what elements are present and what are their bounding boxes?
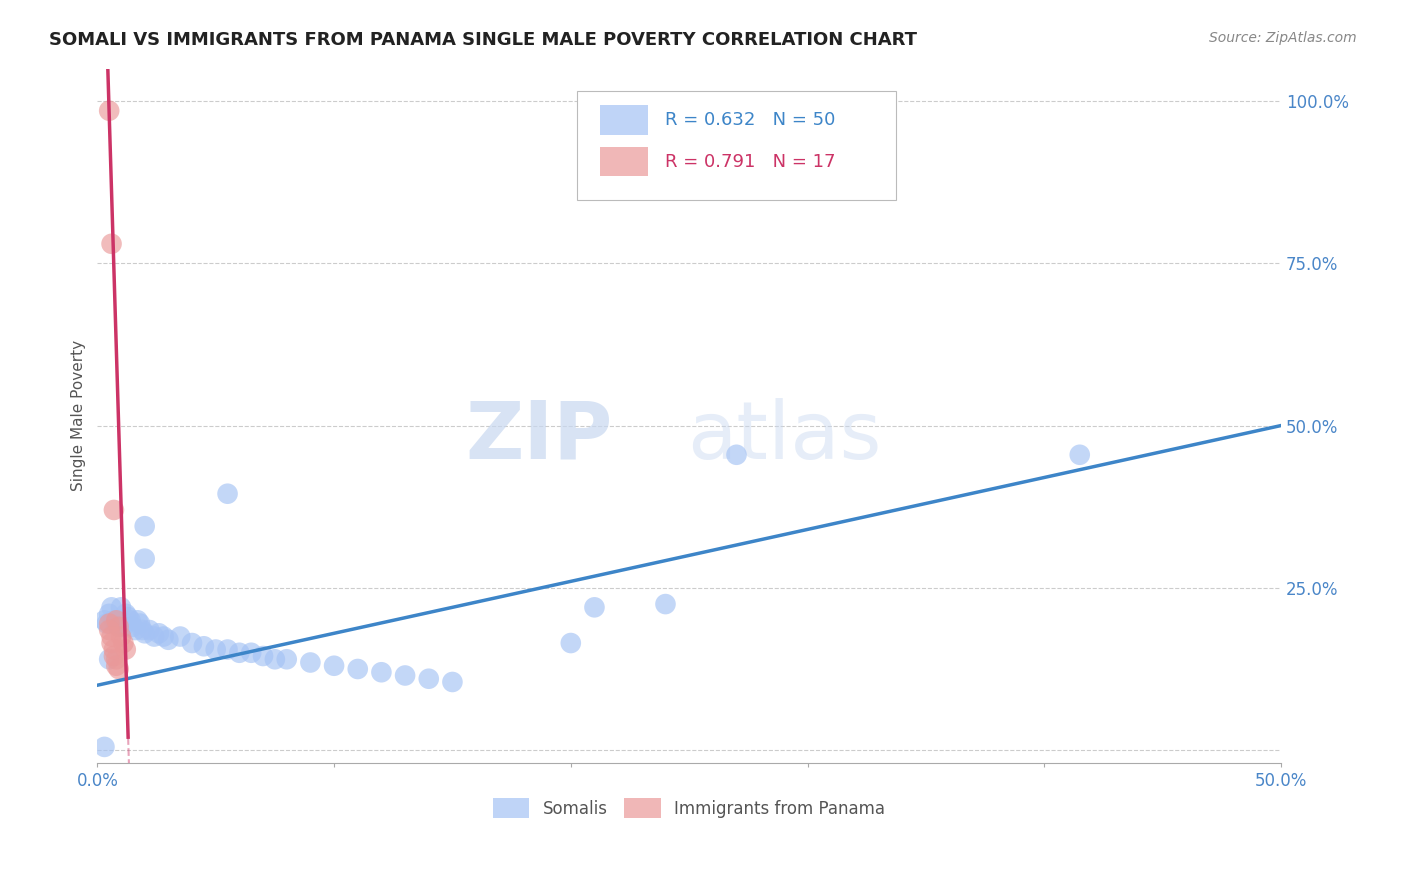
Point	[103, 648, 125, 663]
Point	[264, 652, 287, 666]
FancyBboxPatch shape	[600, 147, 648, 177]
Point	[299, 656, 322, 670]
FancyBboxPatch shape	[600, 105, 648, 135]
Point	[98, 652, 121, 666]
Point	[120, 613, 142, 627]
Point	[418, 672, 440, 686]
Point	[103, 642, 125, 657]
Point	[117, 610, 139, 624]
Point	[370, 665, 392, 680]
Point	[112, 620, 135, 634]
Text: R = 0.791   N = 17: R = 0.791 N = 17	[665, 153, 837, 170]
Text: ZIP: ZIP	[465, 398, 612, 475]
Point	[93, 613, 115, 627]
Point	[169, 630, 191, 644]
Y-axis label: Single Male Poverty: Single Male Poverty	[72, 340, 86, 491]
Point	[181, 636, 204, 650]
Point	[131, 623, 153, 637]
Point	[107, 620, 129, 634]
Point	[100, 630, 122, 644]
Point	[228, 646, 250, 660]
Point	[98, 103, 121, 118]
Point	[204, 642, 226, 657]
Point	[346, 662, 368, 676]
Point	[323, 658, 346, 673]
Point	[107, 620, 129, 634]
Point	[121, 620, 143, 634]
Text: Source: ZipAtlas.com: Source: ZipAtlas.com	[1209, 31, 1357, 45]
Point	[114, 642, 136, 657]
Point	[134, 626, 156, 640]
Point	[583, 600, 606, 615]
Point	[252, 648, 274, 663]
Point	[152, 630, 174, 644]
Point	[98, 616, 121, 631]
Point	[105, 658, 128, 673]
Point	[134, 551, 156, 566]
Point	[100, 636, 122, 650]
Point	[103, 503, 125, 517]
Point	[394, 668, 416, 682]
Point	[217, 487, 239, 501]
Point	[114, 607, 136, 621]
Point	[560, 636, 582, 650]
Point	[103, 613, 125, 627]
Point	[124, 623, 146, 637]
Point	[654, 597, 676, 611]
Point	[143, 630, 166, 644]
Point	[240, 646, 263, 660]
Point	[129, 616, 152, 631]
Point	[134, 519, 156, 533]
Text: atlas: atlas	[686, 398, 882, 475]
Point	[112, 636, 135, 650]
Point	[157, 632, 180, 647]
Point	[725, 448, 748, 462]
Point	[1069, 448, 1091, 462]
Point	[105, 616, 128, 631]
Point	[96, 616, 118, 631]
Point	[100, 600, 122, 615]
Point	[110, 630, 132, 644]
Point	[193, 640, 215, 654]
Point	[127, 613, 149, 627]
Point	[93, 739, 115, 754]
Point	[105, 652, 128, 666]
Point	[107, 662, 129, 676]
Point	[98, 623, 121, 637]
Point	[105, 613, 128, 627]
Point	[217, 642, 239, 657]
Text: SOMALI VS IMMIGRANTS FROM PANAMA SINGLE MALE POVERTY CORRELATION CHART: SOMALI VS IMMIGRANTS FROM PANAMA SINGLE …	[49, 31, 917, 49]
Point	[100, 236, 122, 251]
Text: R = 0.632   N = 50: R = 0.632 N = 50	[665, 111, 835, 129]
Point	[98, 607, 121, 621]
Point	[441, 675, 464, 690]
Legend: Somalis, Immigrants from Panama: Somalis, Immigrants from Panama	[486, 792, 893, 824]
Point	[138, 623, 160, 637]
Point	[148, 626, 170, 640]
Point	[110, 600, 132, 615]
FancyBboxPatch shape	[576, 91, 896, 201]
Point	[276, 652, 298, 666]
